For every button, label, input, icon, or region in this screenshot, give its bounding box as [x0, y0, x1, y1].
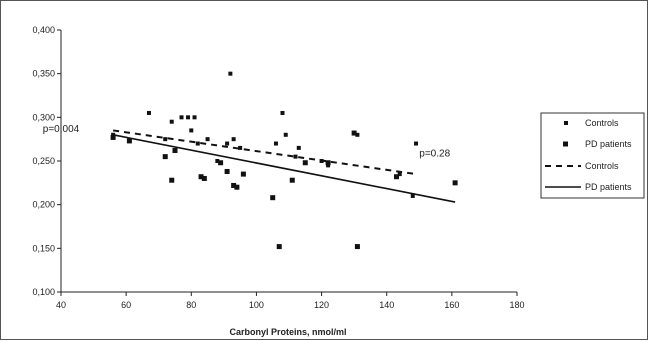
controls-point [238, 145, 243, 150]
pd-patients-point [201, 175, 207, 181]
pd-patients-point [452, 180, 458, 186]
y-tick-label: 0,250 [32, 156, 55, 166]
pd-patients-point [393, 174, 399, 180]
pd-patients-point [354, 244, 360, 250]
legend: Controls PD patients Controls PD patients [540, 112, 645, 199]
controls-point [283, 132, 288, 137]
trendlines [112, 129, 456, 203]
pd-patients-point [231, 182, 237, 188]
pd-patients-trendline [112, 134, 456, 203]
controls-point [231, 137, 236, 142]
pd-patients-point [240, 171, 246, 177]
pd-patients-point [351, 130, 357, 136]
controls-point [189, 128, 194, 133]
controls-point [111, 132, 116, 137]
annotations: p=0.004 p=0.28 [43, 124, 451, 159]
controls-point [280, 110, 285, 115]
pd-patients-point [325, 160, 331, 166]
pd-patients-p-value: p=0.004 [43, 124, 80, 135]
controls-legend-item: Controls [585, 118, 619, 128]
controls-point [397, 172, 402, 177]
x-tick-label: 60 [121, 300, 131, 310]
x-tick-label: 120 [314, 300, 329, 310]
pd-patients-point [224, 168, 230, 174]
controls-point [319, 159, 324, 163]
pd-patients-point [162, 154, 168, 160]
controls-legend-marker [564, 121, 568, 125]
pd-patients-point [234, 184, 240, 190]
controls-point [326, 163, 331, 168]
pd-patients-point [172, 148, 178, 154]
controls-point [273, 141, 278, 146]
controls-point [192, 115, 197, 120]
pd-patients-trend-legend-item: PD patients [585, 182, 632, 192]
pd-patients-point [302, 160, 308, 166]
x-tick-label: 140 [379, 300, 394, 310]
y-tick-label: 0,150 [32, 243, 55, 253]
x-axis-label: Carbonyl Proteins, nmol/ml [229, 327, 346, 337]
controls-point [215, 159, 220, 163]
pd-patients-point [110, 134, 116, 140]
controls-point [414, 141, 419, 146]
pd-patients-point [289, 177, 295, 183]
pd-patients-point [218, 160, 224, 166]
pd-patients-legend-item: PD patients [585, 139, 632, 149]
pd-patients-point [276, 244, 282, 250]
ticks: 0,100 0,150 0,200 0,250 0,300 0,350 0,400 40 60 8… [32, 25, 524, 310]
legend-box [540, 112, 645, 199]
controls-point [169, 119, 174, 124]
controls-point [205, 137, 210, 142]
controls-point [225, 141, 230, 146]
pd-patients-point [169, 177, 175, 183]
controls-point [355, 132, 360, 137]
pd-patients-legend-marker [563, 141, 568, 147]
controls-point [163, 137, 168, 142]
x-tick-label: 100 [249, 300, 264, 310]
x-tick-label: 40 [56, 300, 66, 310]
axes [60, 30, 517, 293]
controls-point [228, 71, 233, 76]
pd-patients-point [126, 138, 132, 144]
x-tick-label: 180 [509, 300, 524, 310]
x-tick-label: 80 [186, 300, 196, 310]
pd-patients-point [270, 195, 276, 201]
y-tick-label: 0,300 [32, 112, 55, 122]
controls-trendline [112, 129, 417, 176]
y-tick-label: 0,200 [32, 200, 55, 210]
controls-point [296, 145, 301, 150]
y-tick-label: 0,350 [32, 69, 55, 79]
y-tick-label: 0,400 [32, 25, 55, 35]
controls-point [293, 154, 298, 159]
pd-patients-point [198, 174, 204, 180]
controls-point [186, 115, 191, 120]
controls-point [410, 193, 415, 198]
controls-p-value: p=0.28 [419, 149, 450, 160]
data-points [110, 71, 458, 250]
y-tick-label: 0,100 [32, 287, 55, 297]
controls-point [195, 141, 200, 146]
controls-point [146, 110, 151, 115]
controls-trend-legend-item: Controls [585, 161, 619, 171]
x-tick-label: 160 [444, 300, 459, 310]
controls-point [179, 115, 184, 120]
